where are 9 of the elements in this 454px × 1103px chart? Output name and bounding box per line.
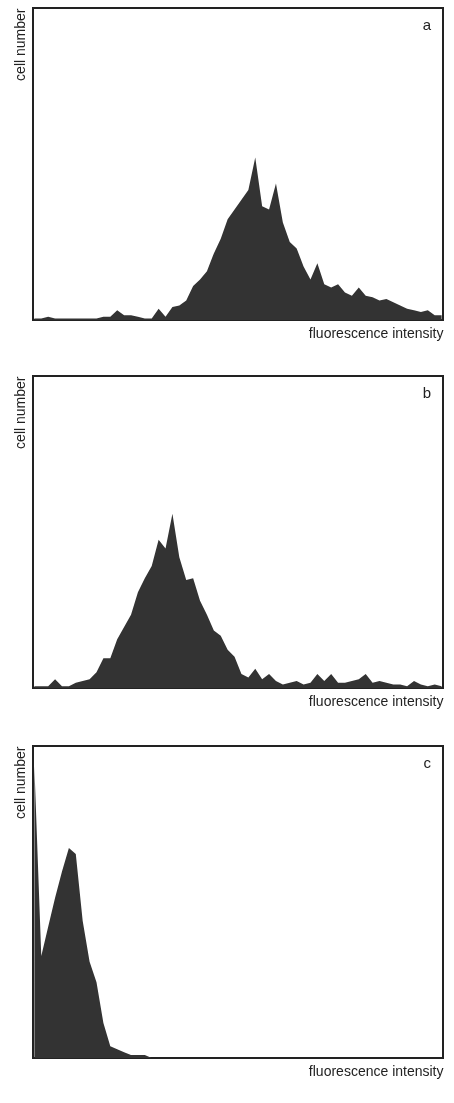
y-axis-title: cell number bbox=[11, 8, 28, 81]
y-axis-title: cell number bbox=[11, 376, 28, 449]
text: b bbox=[422, 384, 431, 401]
y-axis-title: cell number bbox=[11, 746, 28, 819]
text: a bbox=[422, 16, 432, 33]
x-axis-title: fluorescence intensity bbox=[308, 324, 444, 341]
annotation: c bbox=[423, 754, 432, 771]
x-axis-title: fluorescence intensity bbox=[308, 1062, 444, 1079]
x-axis-title: fluorescence intensity bbox=[308, 692, 444, 709]
